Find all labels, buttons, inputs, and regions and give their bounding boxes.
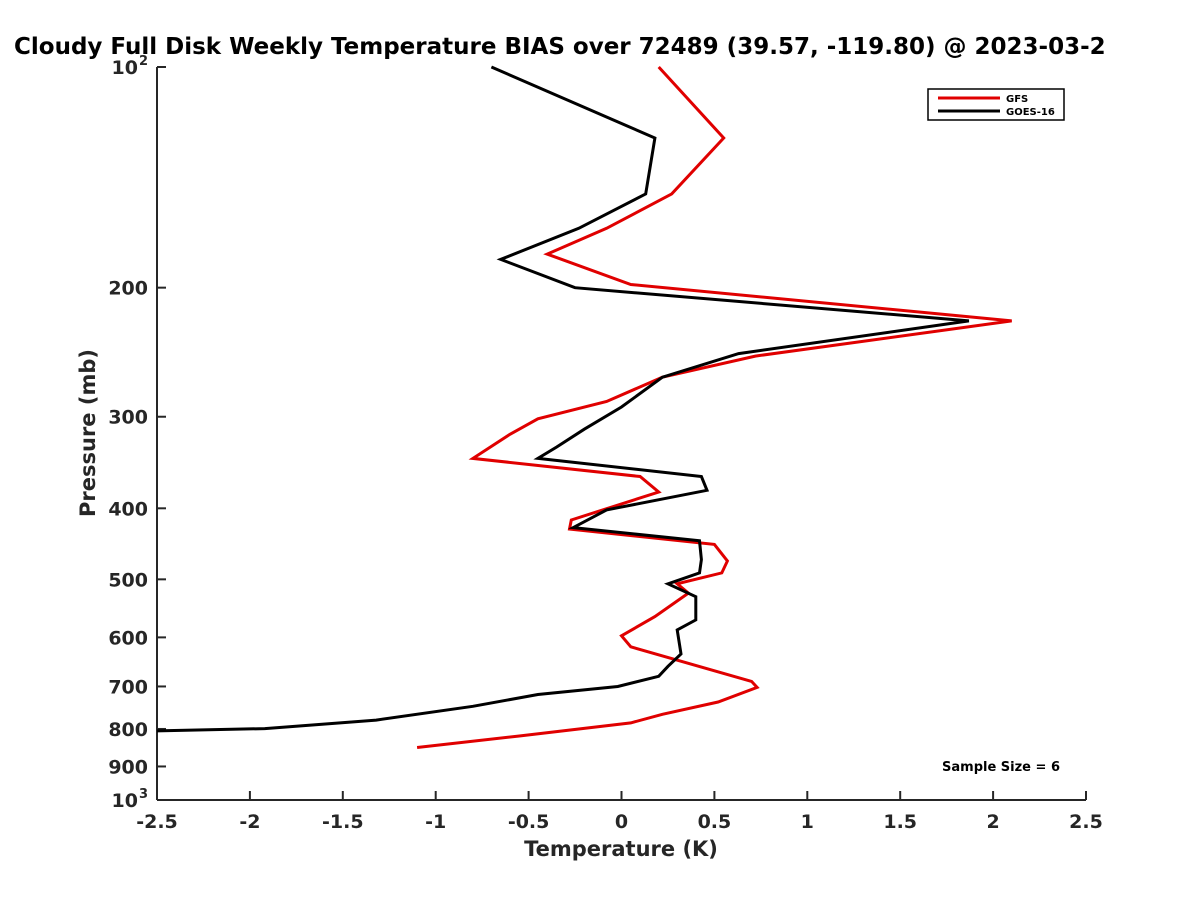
x-axis-label: Temperature (K) [524,837,718,861]
x-tick-label: -2 [239,811,260,833]
x-tick-label: -1.5 [322,811,364,833]
x-axis-ticks: -2.5 -2 -1.5 -1 -0.5 0 0.5 1 1.5 2 2.5 [136,791,1103,833]
series-line-goes-16 [156,65,970,733]
y-tick-label: 200 [108,278,148,300]
chart-title: Cloudy Full Disk Weekly Temperature BIAS… [14,34,1106,60]
legend-label-goes-16: GOES-16 [1006,107,1055,118]
y-axis-label: Pressure (mb) [76,349,100,517]
x-tick-label: 2.5 [1069,811,1103,833]
y-tick-exponent: 3 [139,787,148,802]
legend: GFS GOES-16 [927,88,1065,121]
y-tick-label: 500 [108,569,148,591]
y-tick-label: 700 [108,676,148,698]
x-tick-label: 2 [986,811,999,833]
y-tick-label: 10 [112,790,138,812]
legend-label-gfs: GFS [1006,94,1028,105]
series-layer [156,65,1012,749]
y-tick-label: 400 [108,498,148,520]
sample-size-annotation: Sample Size = 6 [942,760,1060,775]
x-tick-label: -0.5 [508,811,550,833]
x-tick-label: -1 [425,811,446,833]
y-tick-label: 900 [108,756,148,778]
x-tick-label: 1 [801,811,814,833]
series-line-gfs [416,65,1012,749]
legend-box [927,88,1065,121]
x-tick-label: -2.5 [136,811,178,833]
y-tick-label: 600 [108,627,148,649]
y-tick-label: 300 [108,407,148,429]
y-tick-exponent: 2 [139,54,148,69]
x-tick-label: 0.5 [698,811,732,833]
x-tick-label: 0 [615,811,628,833]
y-tick-label: 800 [108,719,148,741]
x-tick-label: 1.5 [883,811,917,833]
plot-area [156,67,1086,801]
y-tick-label: 10 [112,57,138,79]
